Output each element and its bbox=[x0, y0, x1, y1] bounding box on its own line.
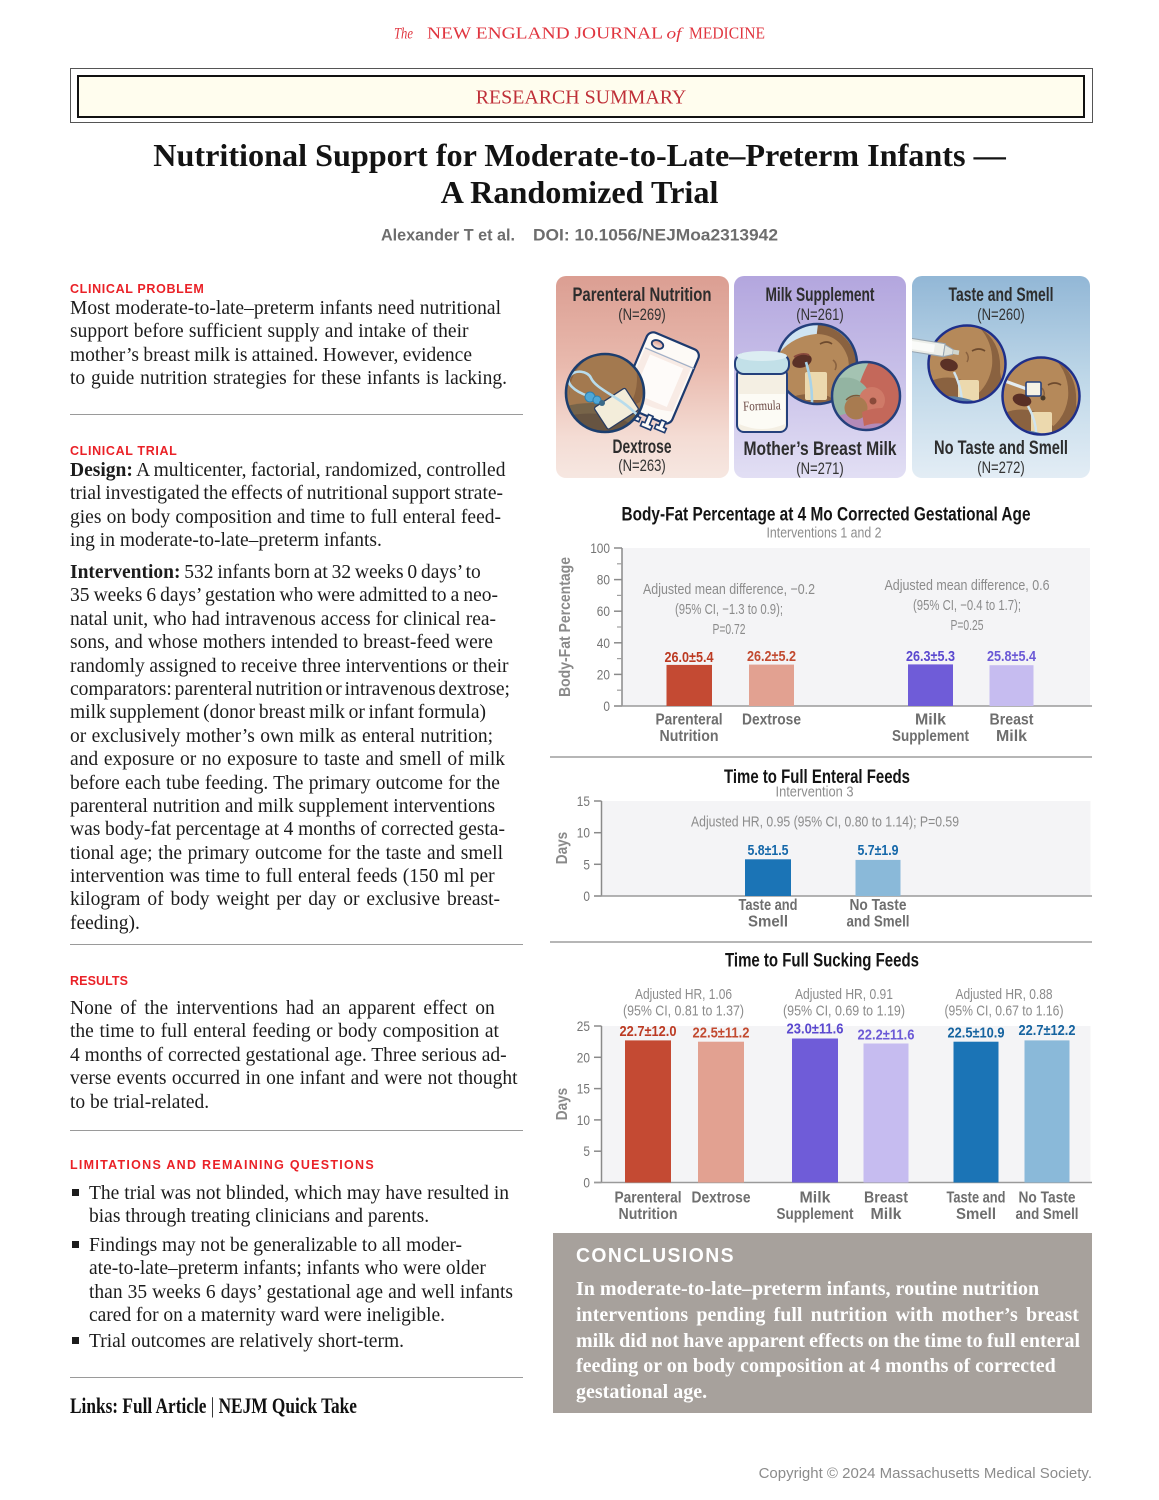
svg-text:Supplement: Supplement bbox=[777, 1206, 854, 1223]
svg-text:(N=263): (N=263) bbox=[618, 457, 666, 475]
svg-text:Taste and: Taste and bbox=[947, 1190, 1006, 1207]
svg-text:0: 0 bbox=[583, 888, 590, 904]
svg-text:22.7±12.2: 22.7±12.2 bbox=[1019, 1022, 1076, 1039]
svg-text:Days: Days bbox=[554, 1088, 571, 1120]
svg-text:Time to Full Sucking Feeds: Time to Full Sucking Feeds bbox=[725, 950, 919, 972]
svg-text:Dextrose: Dextrose bbox=[692, 1190, 751, 1207]
svg-text:(95% CI, −0.4 to 1.7);: (95% CI, −0.4 to 1.7); bbox=[913, 597, 1021, 614]
svg-text:23.0±11.6: 23.0±11.6 bbox=[787, 1021, 844, 1038]
svg-text:25.8±5.4: 25.8±5.4 bbox=[987, 648, 1037, 665]
svg-text:Supplement: Supplement bbox=[892, 728, 969, 745]
svg-text:Time to Full Enteral Feeds: Time to Full Enteral Feeds bbox=[724, 766, 910, 788]
svg-text:60: 60 bbox=[597, 603, 610, 619]
svg-text:Milk: Milk bbox=[800, 1190, 831, 1207]
svg-text:Milk: Milk bbox=[996, 728, 1027, 745]
svg-text:(95% CI, 0.81 to 1.37): (95% CI, 0.81 to 1.37) bbox=[623, 1003, 744, 1020]
svg-text:and Smell: and Smell bbox=[847, 914, 910, 931]
svg-text:22.5±10.9: 22.5±10.9 bbox=[948, 1025, 1005, 1042]
svg-text:40: 40 bbox=[597, 635, 610, 651]
svg-text:Adjusted HR, 1.06: Adjusted HR, 1.06 bbox=[635, 986, 732, 1003]
svg-text:25: 25 bbox=[577, 1018, 590, 1034]
svg-text:22.2±11.6: 22.2±11.6 bbox=[858, 1027, 915, 1044]
svg-text:100: 100 bbox=[590, 540, 610, 556]
svg-text:Intervention 3: Intervention 3 bbox=[776, 784, 854, 801]
svg-text:No Taste and Smell: No Taste and Smell bbox=[934, 437, 1068, 459]
svg-text:(N=271): (N=271) bbox=[796, 460, 844, 478]
svg-text:of: of bbox=[667, 26, 685, 43]
svg-text:Milk: Milk bbox=[871, 1206, 902, 1223]
svg-text:Smell: Smell bbox=[748, 914, 788, 931]
svg-text:No Taste: No Taste bbox=[850, 897, 907, 914]
svg-text:Alexander T et al.: Alexander T et al. bbox=[381, 226, 515, 245]
svg-text:Parenteral: Parenteral bbox=[615, 1190, 682, 1207]
svg-text:P=0.72: P=0.72 bbox=[713, 621, 746, 638]
svg-text:Smell: Smell bbox=[956, 1206, 996, 1223]
svg-text:15: 15 bbox=[577, 793, 590, 809]
svg-text:and Smell: and Smell bbox=[1016, 1206, 1079, 1223]
svg-text:Body-Fat Percentage: Body-Fat Percentage bbox=[557, 557, 574, 697]
svg-text:Days: Days bbox=[554, 832, 571, 864]
svg-text:80: 80 bbox=[597, 572, 610, 588]
svg-text:NEW ENGLAND JOURNAL: NEW ENGLAND JOURNAL bbox=[427, 24, 663, 43]
svg-text:20: 20 bbox=[597, 666, 610, 682]
svg-text:Formula: Formula bbox=[743, 397, 781, 413]
svg-text:20: 20 bbox=[577, 1049, 590, 1065]
svg-text:22.7±12.0: 22.7±12.0 bbox=[620, 1023, 677, 1040]
svg-text:Interventions 1 and 2: Interventions 1 and 2 bbox=[767, 525, 882, 542]
svg-text:22.5±11.2: 22.5±11.2 bbox=[693, 1025, 750, 1042]
svg-text:Milk: Milk bbox=[915, 712, 946, 729]
svg-text:P=0.25: P=0.25 bbox=[951, 617, 984, 634]
svg-text:MEDICINE: MEDICINE bbox=[689, 24, 765, 43]
svg-text:(95% CI, 0.67 to 1.16): (95% CI, 0.67 to 1.16) bbox=[945, 1003, 1064, 1020]
svg-text:Body-Fat Percentage at 4 Mo Co: Body-Fat Percentage at 4 Mo Corrected Ge… bbox=[622, 504, 1031, 526]
svg-text:10: 10 bbox=[577, 1112, 590, 1128]
svg-text:0: 0 bbox=[603, 698, 610, 714]
svg-text:10: 10 bbox=[577, 825, 590, 841]
svg-text:Adjusted mean difference, −0.2: Adjusted mean difference, −0.2 bbox=[643, 581, 815, 598]
svg-text:Breast: Breast bbox=[864, 1190, 908, 1207]
svg-text:DOI: 10.1056/NEJMoa2313942: DOI: 10.1056/NEJMoa2313942 bbox=[533, 226, 778, 245]
svg-text:RESEARCH SUMMARY: RESEARCH SUMMARY bbox=[476, 87, 687, 109]
svg-text:Adjusted HR, 0.91: Adjusted HR, 0.91 bbox=[795, 986, 893, 1003]
svg-text:Parenteral: Parenteral bbox=[656, 712, 723, 729]
svg-text:5.7±1.9: 5.7±1.9 bbox=[858, 842, 899, 859]
svg-text:(N=272): (N=272) bbox=[977, 459, 1025, 477]
svg-text:(95% CI, 0.69 to 1.19): (95% CI, 0.69 to 1.19) bbox=[783, 1003, 905, 1020]
svg-text:Taste and: Taste and bbox=[739, 897, 798, 914]
svg-text:Mother’s Breast Milk: Mother’s Breast Milk bbox=[744, 438, 897, 460]
svg-text:(N=260): (N=260) bbox=[977, 306, 1025, 324]
svg-text:Dextrose: Dextrose bbox=[613, 436, 672, 458]
svg-text:15: 15 bbox=[577, 1081, 590, 1097]
svg-text:0: 0 bbox=[583, 1175, 590, 1191]
svg-text:No Taste: No Taste bbox=[1019, 1190, 1076, 1207]
svg-text:Breast: Breast bbox=[990, 712, 1034, 729]
svg-text:5: 5 bbox=[583, 1143, 590, 1159]
svg-text:5.8±1.5: 5.8±1.5 bbox=[748, 842, 789, 859]
svg-text:(95% CI, −1.3 to 0.9);: (95% CI, −1.3 to 0.9); bbox=[675, 601, 783, 618]
svg-text:Adjusted HR, 0.95 (95% CI, 0.8: Adjusted HR, 0.95 (95% CI, 0.80 to 1.14)… bbox=[691, 814, 959, 831]
svg-text:Nutrition: Nutrition bbox=[660, 728, 719, 745]
svg-text:(N=261): (N=261) bbox=[796, 306, 844, 324]
svg-text:Dextrose: Dextrose bbox=[742, 712, 801, 729]
svg-text:(N=269): (N=269) bbox=[618, 306, 666, 324]
svg-text:26.3±5.3: 26.3±5.3 bbox=[906, 648, 955, 665]
svg-text:5: 5 bbox=[583, 856, 590, 872]
svg-text:Milk Supplement: Milk Supplement bbox=[766, 285, 875, 306]
svg-text:The: The bbox=[394, 26, 413, 43]
svg-text:Adjusted HR, 0.88: Adjusted HR, 0.88 bbox=[956, 986, 1053, 1003]
svg-text:Nutrition: Nutrition bbox=[619, 1206, 678, 1223]
svg-text:Adjusted mean difference, 0.6: Adjusted mean difference, 0.6 bbox=[885, 577, 1050, 594]
svg-text:Parenteral Nutrition: Parenteral Nutrition bbox=[573, 285, 712, 306]
svg-text:26.0±5.4: 26.0±5.4 bbox=[665, 649, 715, 666]
svg-text:26.2±5.2: 26.2±5.2 bbox=[747, 648, 796, 665]
svg-text:Taste and Smell: Taste and Smell bbox=[949, 285, 1054, 306]
